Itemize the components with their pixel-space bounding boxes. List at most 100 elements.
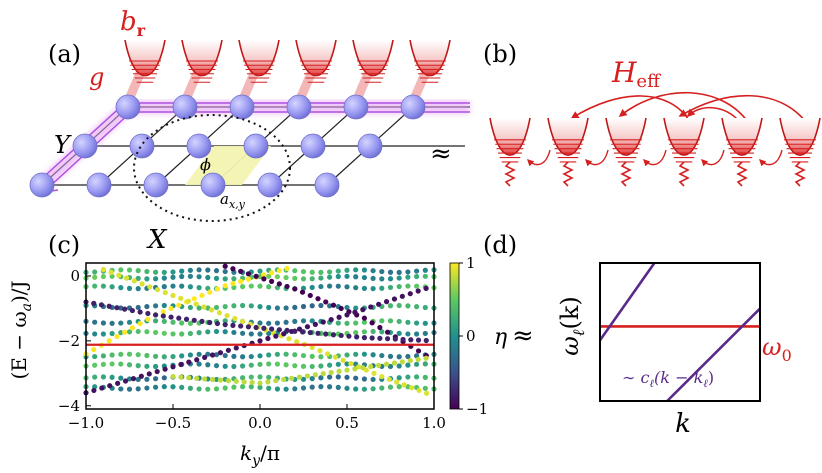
band-point-47 — [135, 275, 141, 281]
band-point-416 — [129, 325, 135, 331]
band-point-376 — [144, 385, 150, 391]
band-point-621 — [368, 363, 374, 370]
band-point-529 — [257, 338, 263, 344]
band-point-34 — [379, 268, 385, 275]
band-point-448 — [307, 292, 313, 299]
band-point-382 — [196, 386, 202, 392]
band-point-70 — [335, 273, 341, 280]
band-point-447 — [299, 289, 306, 295]
bowl-a-2 — [238, 39, 280, 83]
band-point-332 — [118, 375, 124, 381]
band-point-573 — [253, 324, 259, 331]
band-point-175 — [179, 320, 185, 326]
band-point-108 — [309, 284, 315, 291]
band-point-386 — [231, 384, 237, 390]
band-point-366 — [414, 374, 420, 380]
lattice-node-0-0 — [115, 94, 141, 120]
band-point-256 — [170, 353, 176, 360]
band-point-151 — [327, 303, 333, 309]
band-point-62 — [266, 273, 272, 279]
band-point-107 — [300, 285, 307, 291]
X-label: X — [146, 225, 168, 255]
band-point-153 — [344, 304, 350, 311]
band-point-602 — [217, 377, 224, 383]
band-point-6 — [135, 268, 141, 274]
band-point-293 — [135, 363, 141, 369]
band-point-146 — [283, 305, 289, 311]
band-point-560 — [153, 312, 159, 318]
band-point-492 — [317, 348, 323, 354]
band-point-389 — [257, 384, 263, 390]
band-point-422 — [176, 302, 182, 308]
band-point-29 — [335, 268, 341, 274]
band-point-63 — [274, 274, 280, 280]
band-point-202 — [414, 320, 420, 326]
band-point-180 — [222, 318, 228, 324]
band-point-462 — [415, 348, 422, 354]
band-point-257 — [179, 353, 185, 359]
band-point-538 — [328, 317, 334, 323]
band-point-28 — [327, 269, 333, 275]
band-point-519 — [178, 361, 184, 368]
band-point-138 — [213, 304, 220, 311]
bowl-b-0 — [489, 117, 531, 163]
band-point-167 — [109, 320, 115, 326]
ytick-label-2: −4 — [58, 397, 80, 415]
band-point-1 — [92, 269, 98, 275]
band-point-252 — [135, 352, 141, 358]
band-point-502 — [394, 379, 400, 385]
band-point-109 — [318, 283, 324, 290]
band-point-585 — [346, 333, 352, 339]
band-point-556 — [122, 306, 128, 312]
decay-wiggle-4 — [736, 161, 748, 187]
band-point-568 — [214, 320, 221, 327]
emitter-bowls-a — [124, 39, 451, 83]
slope-annotation: ∼ cℓ(k − kℓ) — [622, 368, 714, 390]
band-point-357 — [335, 374, 341, 380]
band-point-300 — [196, 361, 202, 367]
panel-b: (b) Heff — [483, 40, 821, 187]
band-point-55 — [205, 274, 211, 281]
band-point-555 — [114, 305, 120, 311]
band-point-165 — [92, 319, 98, 325]
band-point-411 — [91, 346, 97, 353]
band-point-604 — [233, 378, 239, 384]
band-point-622 — [376, 362, 382, 368]
band-point-288 — [92, 362, 98, 368]
lattice-node-1-2 — [186, 133, 212, 159]
band-point-58 — [231, 276, 237, 282]
band-point-548 — [407, 291, 413, 297]
band-point-135 — [187, 304, 193, 311]
band-point-477 — [201, 304, 207, 310]
band-point-570 — [230, 322, 236, 328]
band-point-86 — [118, 285, 124, 291]
band-point-424 — [191, 296, 197, 302]
band-point-506 — [423, 390, 430, 396]
band-point-599 — [194, 375, 200, 381]
band-point-349 — [266, 374, 272, 380]
band-point-403 — [379, 385, 385, 391]
xtick-label-4: 1.0 — [422, 414, 446, 432]
band-point-545 — [383, 299, 390, 305]
band-point-302 — [213, 363, 220, 369]
band-point-404 — [387, 384, 394, 390]
band-point-72 — [353, 274, 359, 280]
band-point-136 — [196, 305, 202, 311]
band-point-520 — [186, 359, 192, 365]
band-point-334 — [135, 376, 141, 383]
g-label: g — [89, 63, 104, 91]
band-point-160 — [405, 303, 411, 309]
band-point-618 — [344, 367, 350, 373]
band-point-265 — [248, 353, 254, 360]
band-point-594 — [415, 337, 422, 343]
band-point-391 — [274, 386, 280, 392]
band-point-373 — [118, 386, 124, 392]
band-point-27 — [318, 269, 324, 275]
band-point-616 — [328, 369, 334, 376]
band-point-117 — [387, 284, 394, 291]
band-point-85 — [109, 284, 115, 290]
lattice-node-2-2 — [143, 172, 169, 198]
bowl-b-2 — [605, 117, 647, 163]
band-point-42 — [92, 274, 98, 280]
band-point-92 — [170, 283, 176, 289]
